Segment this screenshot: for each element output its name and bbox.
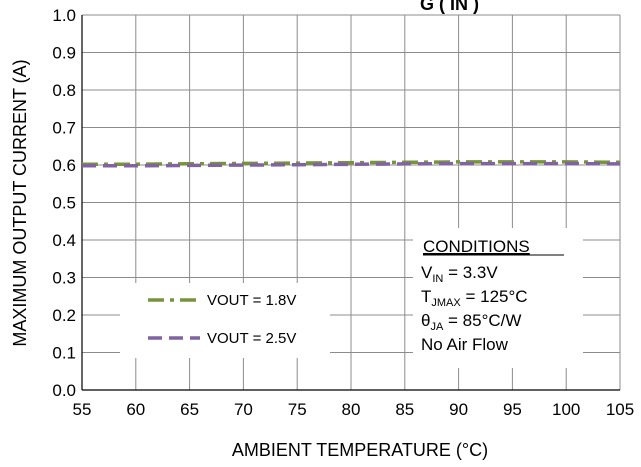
y-tick-labels: 0.0 0.1 0.2 0.3 0.4 0.5 0.6 0.7 0.8 0.9 1.0 — [52, 6, 76, 400]
y-tick-label: 0.1 — [52, 344, 76, 363]
x-tick-label: 95 — [503, 400, 522, 419]
legend-label: VOUT = 1.8V — [207, 292, 296, 309]
x-tick-label: 80 — [342, 400, 361, 419]
legend-background — [120, 283, 330, 358]
x-tick-label: 85 — [395, 400, 414, 419]
x-tick-labels: 55 60 65 70 75 80 85 90 95 100 105 — [73, 400, 635, 419]
y-axis-title: MAXIMUM OUTPUT CURRENT (A) — [10, 59, 30, 346]
chart-title-partial: G ( IN ) — [420, 0, 479, 14]
y-tick-label: 0.5 — [52, 194, 76, 213]
conditions-heading: CONDITIONS — [423, 237, 530, 256]
legend-label: VOUT = 2.5V — [207, 330, 296, 347]
series-line — [82, 160, 621, 166]
y-tick-label: 0.8 — [52, 81, 76, 100]
axes — [81, 15, 620, 391]
conditions-line: VIN = 3.3V — [421, 263, 498, 285]
x-axis-title: AMBIENT TEMPERATURE (°C) — [232, 440, 488, 460]
x-tick-label: 90 — [449, 400, 468, 419]
y-tick-label: 0.0 — [52, 381, 76, 400]
y-tick-label: 0.2 — [52, 306, 76, 325]
y-tick-label: 0.3 — [52, 269, 76, 288]
y-tick-label: 0.6 — [52, 156, 76, 175]
conditions-background — [413, 228, 583, 368]
conditions-line: θJA = 85°C/W — [421, 311, 521, 333]
y-tick-label: 0.4 — [52, 231, 76, 250]
x-tick-label: 75 — [288, 400, 307, 419]
x-tick-label: 55 — [73, 400, 92, 419]
x-tick-label: 100 — [552, 400, 580, 419]
conditions-line: No Air Flow — [421, 335, 509, 354]
y-tick-label: 0.7 — [52, 119, 76, 138]
x-tick-label: 105 — [606, 400, 634, 419]
y-tick-label: 0.9 — [52, 44, 76, 63]
x-tick-label: 70 — [234, 400, 253, 419]
series-group — [82, 160, 621, 168]
legend: VOUT = 1.8V VOUT = 2.5V — [120, 283, 330, 358]
x-tick-label: 60 — [126, 400, 145, 419]
series-line — [82, 161, 621, 168]
y-tick-label: 1.0 — [52, 6, 76, 25]
conditions-line: TJMAX = 125°C — [421, 287, 528, 309]
x-tick-label: 65 — [180, 400, 199, 419]
